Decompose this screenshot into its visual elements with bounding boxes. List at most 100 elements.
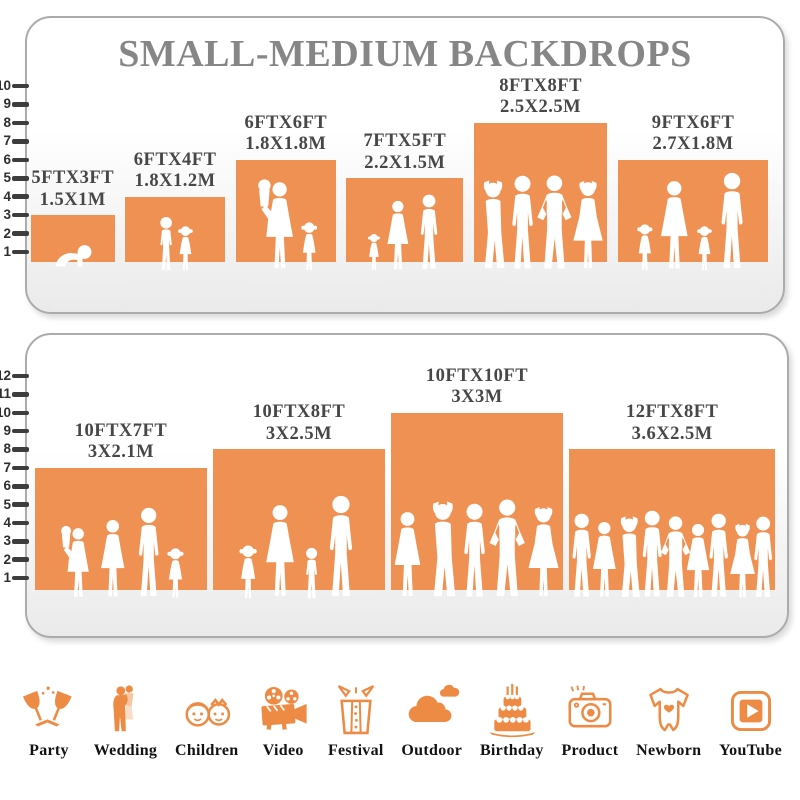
person-silhouette-womancarry	[60, 526, 89, 597]
ruler-tick	[12, 428, 29, 434]
bar-size-label: 10FTX7FT 3X2.1M	[31, 421, 211, 464]
category-item-children: Children	[175, 684, 238, 760]
ruler-tick	[12, 465, 29, 471]
size-m-label: 2.2X1.5M	[364, 152, 446, 173]
size-ft-label: 10FTX8FT	[252, 402, 346, 423]
ruler-tick	[12, 502, 29, 507]
size-ft-label: 5FTX3FT	[31, 168, 115, 189]
person-silhouette-man	[330, 495, 353, 596]
size-m-label: 1.5X1M	[39, 189, 106, 210]
bar-size-label: 5FTX3FT 1.5X1M	[0, 168, 163, 211]
bar-size-label: 10FTX10FT 3X3M	[387, 366, 567, 409]
small-backdrops-panel: SMALL-MEDIUM BACKDROPS 1 2 3 4 5 6 7 8 9 10 5FTX3F…	[0, 16, 785, 314]
size-m-label: 3X2.5M	[265, 423, 333, 444]
size-ft-label: 9FTX6FT	[651, 112, 735, 133]
person-silhouette-woman	[100, 520, 125, 597]
ruler-number: 6	[3, 478, 11, 494]
size-ft-label: 7FTX5FT	[363, 131, 447, 152]
bar-size-label: 8FTX8FT 2.5X2.5M	[451, 76, 631, 119]
ruler-number: 3	[3, 207, 11, 223]
ruler-number: 5	[3, 170, 11, 186]
size-m-label: 3.6X2.5M	[631, 423, 713, 444]
category-label: Party	[29, 742, 69, 759]
party-icon	[22, 686, 72, 728]
ruler-number: 8	[3, 114, 11, 130]
ruler-tick	[12, 120, 29, 126]
ruler-tick	[12, 212, 29, 218]
size-m-label: 3X3M	[451, 387, 503, 408]
category-label: YouTube	[719, 742, 782, 759]
ruler-number: 7	[3, 459, 11, 475]
ruler-number: 9	[3, 423, 11, 439]
category-label: Product	[561, 742, 619, 759]
ruler-tick	[12, 176, 29, 181]
ruler-number: 8	[3, 441, 11, 457]
person-silhouette-girl	[167, 548, 184, 598]
person-silhouette-baby	[55, 244, 92, 267]
category-item-youtube: YouTube	[719, 684, 782, 760]
person-silhouette-girl	[637, 224, 653, 271]
ruler-tick	[12, 484, 29, 489]
ruler-tick	[12, 575, 29, 581]
person-silhouette-man	[420, 194, 437, 269]
ruler-number: 9	[3, 96, 11, 112]
category-item-video: Video	[256, 684, 310, 760]
backdrop-bar	[125, 196, 226, 262]
category-item-newborn: Newborn	[636, 684, 701, 760]
birthday-icon	[489, 684, 536, 738]
category-item-birthday: Birthday	[480, 684, 544, 760]
size-ft-label: 10FTX7FT	[74, 420, 168, 441]
ruler-tick	[12, 410, 29, 416]
size-ft-label: 6FTX4FT	[133, 149, 217, 170]
ruler-number: 12	[0, 368, 11, 384]
medium-backdrops-panel: 12345678910111210FTX7FT3X2.1M10FTX8FT3X2…	[0, 333, 789, 638]
person-silhouette-girl	[239, 545, 257, 598]
ruler-number: 11	[0, 386, 11, 402]
person-silhouette-man	[754, 516, 773, 597]
ruler-number: 10	[0, 77, 11, 93]
person-silhouette-woman	[661, 181, 688, 269]
ruler-number: 3	[3, 533, 11, 549]
category-label: Video	[262, 742, 304, 759]
person-silhouette-womanpose	[573, 181, 604, 269]
bar-size-label: 12FTX8FT 3.6X2.5M	[582, 402, 762, 445]
outdoor-icon	[408, 684, 460, 722]
person-silhouette-man	[721, 172, 743, 268]
product-icon	[568, 684, 612, 728]
wedding-icon	[113, 685, 134, 732]
ruler-tick	[12, 139, 29, 144]
backdrop-bar	[346, 178, 464, 262]
size-ft-label: 10FTX10FT	[425, 365, 529, 386]
ruler-tick	[12, 373, 29, 379]
size-m-label: 2.7X1.8M	[652, 134, 734, 155]
bar-size-label: 6FTX6FT 1.8X1.8M	[196, 113, 376, 156]
person-silhouette-woman	[386, 200, 408, 270]
size-m-label: 2.5X2.5M	[500, 97, 582, 118]
ruler-tick	[12, 249, 29, 255]
ruler-tick	[12, 447, 29, 452]
video-icon	[260, 686, 308, 731]
youtube-icon	[730, 690, 771, 732]
person-silhouette-girl	[178, 226, 193, 271]
person-silhouette-man	[138, 507, 158, 597]
person-silhouette-boy	[306, 547, 318, 598]
backdrop-bar	[213, 449, 385, 590]
ruler-tick	[12, 231, 29, 236]
ruler-tick	[12, 157, 29, 163]
person-silhouette-girl	[301, 222, 318, 270]
category-legend-row: Party Wedding Children Video Festival Outdoor…	[22, 660, 782, 760]
person-silhouette-girl	[697, 226, 713, 271]
ruler-number: 6	[3, 151, 11, 167]
ruler-number: 7	[3, 133, 11, 149]
ruler-number: 5	[3, 496, 11, 512]
ruler-number: 1	[3, 570, 11, 585]
person-silhouette-womanpose	[528, 507, 559, 597]
person-silhouette-woman	[265, 505, 294, 597]
bar-size-label: 10FTX8FT 3X2.5M	[209, 402, 389, 445]
size-m-label: 1.8X1.8M	[245, 134, 327, 155]
ruler-tick	[12, 520, 29, 526]
ruler-number: 2	[3, 551, 11, 567]
category-label: Outdoor	[401, 742, 463, 759]
ruler-tick	[12, 392, 29, 397]
